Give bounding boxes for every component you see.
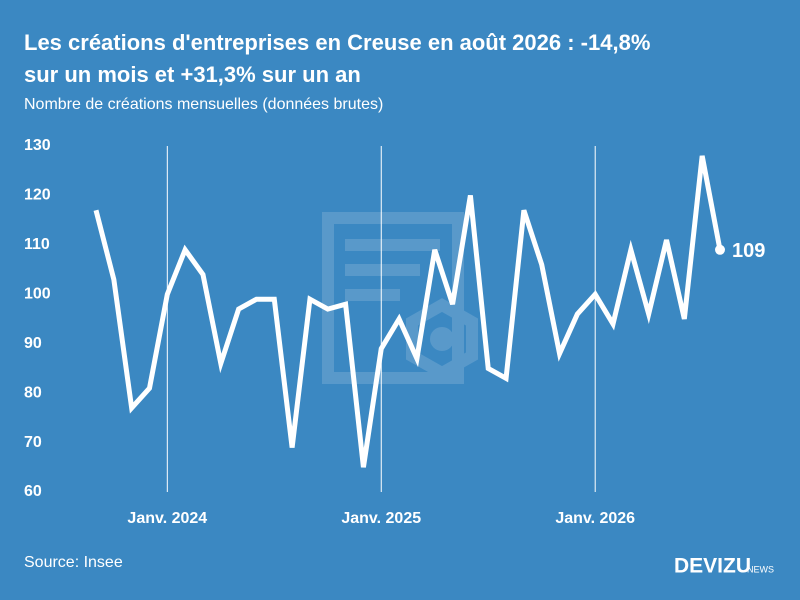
end-point xyxy=(715,244,725,255)
x-tick-label: Janv. 2025 xyxy=(341,510,421,527)
watermark xyxy=(322,212,478,384)
source: Source: Insee xyxy=(24,554,123,571)
chart-title: Les créations d'entreprises en Creuse en… xyxy=(24,30,650,87)
chart-subtitle: Nombre de créations mensuelles (données … xyxy=(24,96,383,113)
y-tick-label: 60 xyxy=(24,483,42,500)
x-tick-label: Janv. 2026 xyxy=(555,510,635,527)
x-tick-label: Janv. 2024 xyxy=(127,510,207,527)
y-tick-label: 70 xyxy=(24,434,42,451)
value-label: 109 xyxy=(732,240,765,262)
y-tick-label: 80 xyxy=(24,384,42,401)
y-tick-label: 100 xyxy=(24,286,51,303)
y-tick-label: 130 xyxy=(24,137,51,154)
brand: DEVIZU xyxy=(674,555,751,578)
y-tick-label: 120 xyxy=(24,187,51,204)
brand-suffix: NEWS xyxy=(747,564,774,574)
y-tick-label: 110 xyxy=(24,236,50,253)
line xyxy=(93,155,723,468)
y-tick-label: 90 xyxy=(24,335,42,352)
